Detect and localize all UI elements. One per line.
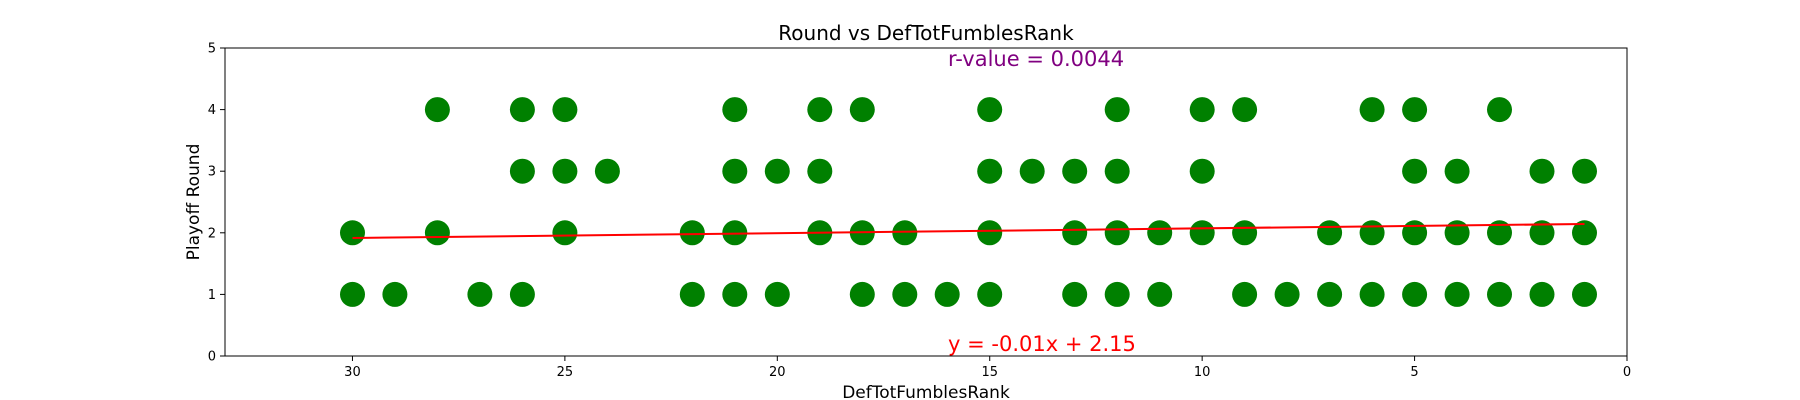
data-point: [1487, 220, 1512, 246]
r-value-annotation: r-value = 0.0044: [948, 47, 1124, 71]
y-axis-ticks: 0 1 2 3 4 5: [208, 42, 225, 365]
x-axis-label: DefTotFumblesRank: [842, 383, 1010, 400]
data-point: [1487, 281, 1512, 307]
data-point: [977, 220, 1003, 246]
data-point: [1444, 220, 1470, 246]
data-point: [849, 97, 875, 123]
x-axis-ticks: 30 25 20 15 10 5 0: [344, 356, 1631, 380]
data-point: [1104, 158, 1130, 184]
data-point: [509, 97, 535, 123]
data-point: [764, 158, 790, 184]
data-point: [807, 158, 833, 184]
data-point: [1062, 220, 1088, 246]
regression-equation-annotation: y = -0.01x + 2.15: [948, 332, 1136, 356]
data-point: [1232, 281, 1258, 307]
y-tick-label: 3: [208, 165, 216, 180]
data-point: [1572, 220, 1597, 246]
data-point: [1189, 97, 1215, 123]
y-tick-label: 4: [208, 103, 216, 118]
data-point: [1062, 158, 1088, 184]
data-point: [1572, 158, 1597, 184]
data-point: [509, 158, 535, 184]
data-point: [1189, 158, 1215, 184]
data-point: [1444, 281, 1470, 307]
data-point: [1019, 158, 1045, 184]
data-point: [849, 281, 875, 307]
data-point: [1189, 220, 1215, 246]
data-point: [1359, 220, 1385, 246]
data-point: [1572, 281, 1597, 307]
data-point: [1487, 97, 1512, 123]
data-point: [1529, 220, 1555, 246]
chart-title: Round vs DefTotFumblesRank: [778, 21, 1074, 45]
data-point: [1359, 281, 1385, 307]
data-point: [552, 220, 578, 246]
data-point: [1402, 97, 1428, 123]
data-point: [977, 281, 1003, 307]
data-point: [1232, 97, 1258, 123]
data-point: [892, 220, 918, 246]
data-point: [1402, 220, 1428, 246]
data-point: [892, 281, 918, 307]
x-tick-label: 0: [1623, 365, 1631, 380]
regression-layer: [352, 223, 1585, 239]
data-point: [934, 281, 960, 307]
data-point: [679, 220, 705, 246]
data-point: [679, 281, 705, 307]
data-point: [1147, 281, 1173, 307]
x-tick-label: 20: [769, 365, 786, 380]
y-tick-label: 1: [208, 288, 216, 303]
points-layer: [340, 97, 1597, 307]
data-point: [1317, 281, 1343, 307]
data-point: [340, 220, 365, 246]
data-point: [977, 158, 1003, 184]
data-point: [1104, 281, 1130, 307]
data-point: [807, 97, 833, 123]
data-point: [1062, 281, 1088, 307]
data-point: [1402, 158, 1428, 184]
data-point: [1104, 97, 1130, 123]
x-tick-label: 25: [557, 365, 574, 380]
data-point: [722, 158, 748, 184]
data-point: [1402, 281, 1428, 307]
regression-line: [352, 223, 1585, 239]
data-point: [722, 281, 748, 307]
data-point: [552, 97, 578, 123]
data-point: [467, 281, 493, 307]
data-point: [977, 97, 1003, 123]
data-point: [382, 281, 408, 307]
x-tick-label: 5: [1410, 365, 1418, 380]
data-point: [1529, 281, 1555, 307]
data-point: [424, 97, 450, 123]
y-tick-label: 2: [208, 226, 216, 241]
data-point: [1104, 220, 1130, 246]
data-point: [764, 281, 790, 307]
data-point: [1444, 158, 1470, 184]
plot-area: [225, 48, 1627, 356]
data-point: [594, 158, 620, 184]
data-point: [1529, 158, 1555, 184]
data-point: [722, 97, 748, 123]
data-point: [509, 281, 535, 307]
x-tick-label: 10: [1194, 365, 1211, 380]
data-point: [424, 220, 450, 246]
x-tick-label: 30: [344, 365, 361, 380]
data-point: [1147, 220, 1173, 246]
y-tick-label: 0: [208, 350, 216, 365]
y-axis-label: Playoff Round: [184, 144, 204, 261]
data-point: [340, 281, 365, 307]
data-point: [1317, 220, 1343, 246]
data-point: [1359, 97, 1385, 123]
y-tick-label: 5: [208, 42, 216, 57]
data-point: [552, 158, 578, 184]
plot-frame: [224, 47, 1628, 357]
data-point: [1274, 281, 1300, 307]
data-point: [1232, 220, 1258, 246]
x-tick-label: 15: [981, 365, 998, 380]
